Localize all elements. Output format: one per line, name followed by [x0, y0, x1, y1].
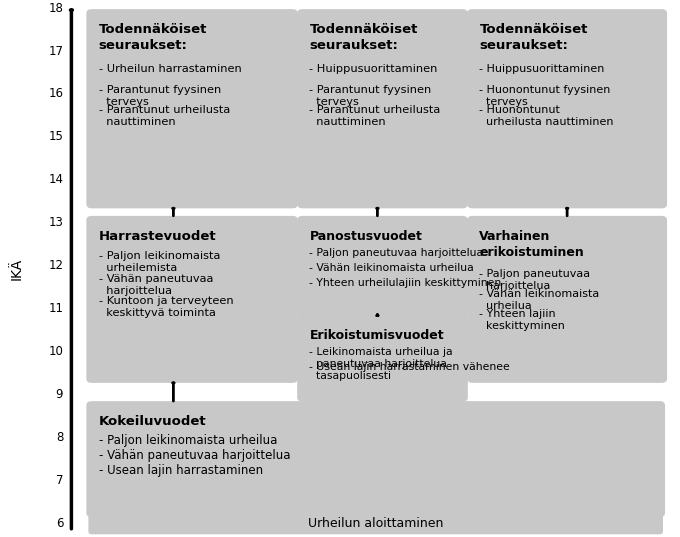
Text: - Usean lajin harrastaminen: - Usean lajin harrastaminen: [99, 464, 262, 477]
Text: - Paljon paneutuvaa harjoittelua: - Paljon paneutuvaa harjoittelua: [309, 248, 483, 258]
Text: Urheilun aloittaminen: Urheilun aloittaminen: [308, 517, 443, 530]
FancyBboxPatch shape: [86, 9, 298, 208]
Text: Todennäköiset
seuraukset:: Todennäköiset seuraukset:: [309, 23, 418, 52]
Text: 10: 10: [48, 345, 63, 358]
Text: - Usean lajin harrastaminen vähenee: - Usean lajin harrastaminen vähenee: [309, 362, 510, 372]
FancyBboxPatch shape: [467, 9, 667, 208]
Text: Kokeiluvuodet: Kokeiluvuodet: [99, 415, 206, 428]
Text: - Kuntoon ja terveyteen
  keskittyvä toiminta: - Kuntoon ja terveyteen keskittyvä toimi…: [99, 296, 233, 318]
Text: 9: 9: [56, 388, 63, 401]
Text: - Vähän paneutuvaa
  harjoittelua: - Vähän paneutuvaa harjoittelua: [99, 274, 213, 296]
Text: - Yhteen urheilulajiin keskittyminen: - Yhteen urheilulajiin keskittyminen: [309, 278, 502, 288]
FancyBboxPatch shape: [297, 9, 468, 208]
Text: - Yhteen lajiin
  keskittyminen: - Yhteen lajiin keskittyminen: [479, 309, 565, 331]
Text: 16: 16: [48, 88, 63, 100]
Text: - Parantunut urheilusta
  nauttiminen: - Parantunut urheilusta nauttiminen: [99, 105, 230, 127]
Text: - Leikinomaista urheilua ja
  paneutuvaa harjoittelua
  tasapuolisesti: - Leikinomaista urheilua ja paneutuvaa h…: [309, 347, 453, 381]
Text: Panostusvuodet: Panostusvuodet: [309, 230, 422, 243]
Text: - Parantunut urheilusta
  nauttiminen: - Parantunut urheilusta nauttiminen: [309, 105, 441, 127]
Text: - Huippusuorittaminen: - Huippusuorittaminen: [309, 64, 438, 75]
Text: Harrastevuodet: Harrastevuodet: [99, 230, 216, 243]
Text: 7: 7: [56, 474, 63, 487]
Text: - Paljon paneutuvaa
  harjoittelua: - Paljon paneutuvaa harjoittelua: [479, 268, 590, 291]
Text: 18: 18: [48, 2, 63, 14]
Text: 11: 11: [48, 302, 63, 315]
Text: - Huippusuorittaminen: - Huippusuorittaminen: [479, 64, 605, 75]
Text: - Vähän leikinomaista
  urheilua: - Vähän leikinomaista urheilua: [479, 289, 600, 311]
FancyBboxPatch shape: [297, 315, 468, 402]
Text: - Paljon leikinomaista
  urheilemista: - Paljon leikinomaista urheilemista: [99, 251, 220, 273]
Text: 6: 6: [56, 517, 63, 530]
Text: - Parantunut fyysinen
  terveys: - Parantunut fyysinen terveys: [99, 85, 221, 107]
Text: 15: 15: [48, 130, 63, 143]
Text: - Huonontunut fyysinen
  terveys: - Huonontunut fyysinen terveys: [479, 85, 611, 107]
Text: - Parantunut fyysinen
  terveys: - Parantunut fyysinen terveys: [309, 85, 432, 107]
FancyBboxPatch shape: [86, 216, 298, 383]
Text: - Urheilun harrastaminen: - Urheilun harrastaminen: [99, 64, 241, 75]
Text: - Vähän paneutuvaa harjoittelua: - Vähän paneutuvaa harjoittelua: [99, 449, 290, 462]
Text: 14: 14: [48, 173, 63, 186]
FancyBboxPatch shape: [297, 216, 468, 318]
Text: Erikoistumisvuodet: Erikoistumisvuodet: [309, 329, 444, 342]
Text: - Paljon leikinomaista urheilua: - Paljon leikinomaista urheilua: [99, 434, 277, 447]
Text: Varhainen
erikoistuminen: Varhainen erikoistuminen: [479, 230, 584, 259]
FancyBboxPatch shape: [88, 513, 663, 534]
Text: 13: 13: [48, 216, 63, 229]
Text: - Vähän leikinomaista urheilua: - Vähän leikinomaista urheilua: [309, 263, 474, 273]
Text: Todennäköiset
seuraukset:: Todennäköiset seuraukset:: [479, 23, 588, 52]
FancyBboxPatch shape: [467, 216, 667, 383]
Text: 8: 8: [56, 431, 63, 444]
Text: 17: 17: [48, 45, 63, 57]
Text: - Huonontunut
  urheilusta nauttiminen: - Huonontunut urheilusta nauttiminen: [479, 105, 614, 127]
Text: IKÄ: IKÄ: [10, 257, 24, 280]
FancyBboxPatch shape: [86, 401, 665, 517]
Text: Todennäköiset
seuraukset:: Todennäköiset seuraukset:: [99, 23, 207, 52]
Text: 12: 12: [48, 259, 63, 272]
